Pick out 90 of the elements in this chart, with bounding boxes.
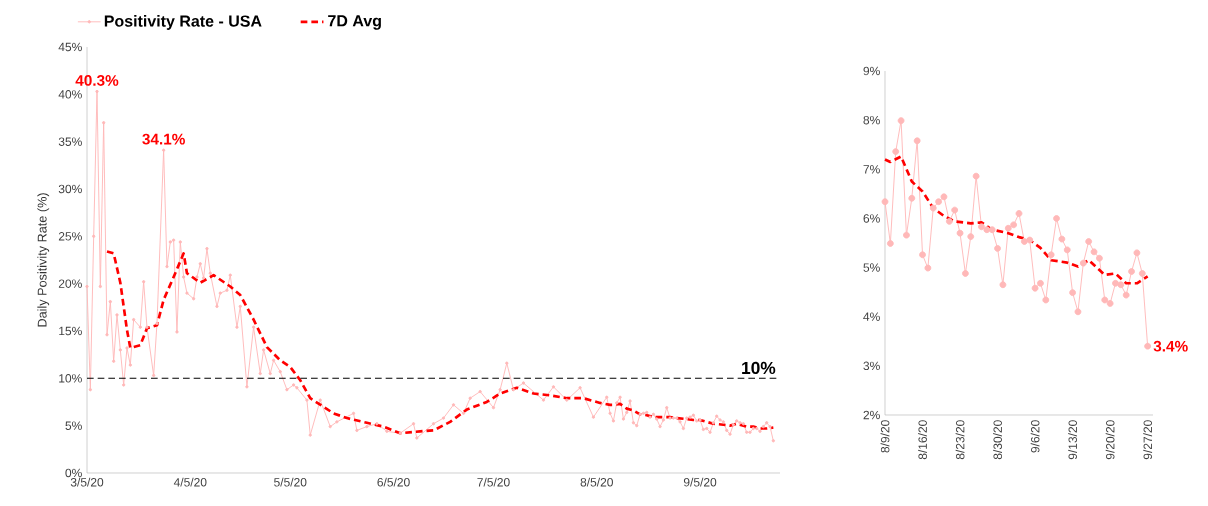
point (1106, 300, 1114, 307)
point (1090, 248, 1098, 256)
ref-line-label: 10% (742, 361, 776, 375)
point (1010, 221, 1018, 229)
point (988, 226, 996, 234)
y-tick-label: 5% (863, 263, 880, 272)
x-tick-label: 9/13/20 (1068, 420, 1078, 460)
point (1063, 246, 1071, 254)
point (1122, 291, 1130, 299)
point (1037, 279, 1044, 287)
x-tick-label: 5/5/20 (274, 477, 307, 487)
y-tick-label: 35% (58, 137, 82, 146)
x-tick-label: 4/5/20 (173, 477, 207, 487)
x-tick-label: 3/5/20 (70, 477, 104, 487)
point (972, 172, 980, 180)
point (935, 198, 942, 206)
y-tick-label: 40% (58, 90, 82, 99)
point (1031, 284, 1039, 292)
annotation: 3.4% (1153, 340, 1188, 352)
point (908, 194, 916, 202)
point (886, 240, 894, 247)
y-tick-label: 4% (863, 312, 880, 321)
y-tick-label: 9% (863, 66, 880, 76)
point (1015, 210, 1023, 217)
point (913, 137, 921, 145)
point (956, 229, 964, 237)
point (1042, 296, 1050, 304)
legend-label: 7D Avg (328, 15, 381, 30)
point (967, 233, 975, 241)
x-tick-label: 9/6/20 (1030, 420, 1040, 453)
x-tick-label: 8/23/20 (955, 420, 965, 460)
point (881, 198, 889, 206)
point (945, 217, 953, 225)
y-tick-label: 20% (58, 279, 82, 288)
y-tick-label: 2% (863, 410, 880, 420)
x-tick-label: 9/5/20 (683, 477, 717, 487)
y-tick-label: 6% (863, 214, 880, 223)
point (961, 270, 969, 277)
point (1053, 215, 1060, 222)
point (892, 148, 900, 155)
point (994, 245, 1001, 252)
point (983, 226, 991, 234)
y-tick-label: 25% (58, 232, 82, 241)
point (1128, 268, 1135, 275)
point (1138, 270, 1146, 277)
point (978, 223, 985, 231)
point (1026, 236, 1034, 244)
point (1101, 296, 1109, 304)
point (1047, 251, 1055, 259)
legend-label: Positivity Rate - USA (104, 15, 262, 30)
annotation: 40.3% (75, 75, 119, 86)
x-tick-label: 6/5/20 (377, 477, 410, 487)
point (1020, 238, 1028, 245)
x-tick-label: 7/5/20 (477, 477, 510, 487)
y-tick-label: 8% (863, 115, 880, 125)
y-tick-label: 7% (863, 165, 880, 174)
point (1074, 308, 1082, 316)
point (924, 264, 932, 272)
point (1085, 238, 1093, 245)
y-tick-label: 45% (58, 42, 82, 52)
annotation: 34.1% (142, 133, 185, 145)
point (1112, 279, 1119, 287)
point (1079, 259, 1087, 267)
x-tick-label: 8/30/20 (993, 420, 1002, 460)
y-tick-label: 15% (59, 326, 82, 336)
point (903, 231, 910, 239)
point (1133, 249, 1141, 257)
x-tick-label: 8/9/20 (880, 420, 890, 453)
x-tick-label: 8/16/20 (918, 420, 927, 460)
x-tick-label: 9/27/20 (1143, 420, 1153, 460)
y-tick-label: 3% (863, 361, 880, 371)
point (1058, 235, 1066, 243)
point (951, 206, 959, 214)
point (897, 117, 905, 125)
point (1004, 224, 1012, 232)
x-tick-label: 8/5/20 (580, 477, 613, 487)
point (1144, 342, 1152, 350)
y-tick-label: 5% (65, 421, 82, 430)
point (1069, 289, 1076, 297)
point (940, 193, 948, 201)
y-tick-label: 10% (59, 374, 82, 383)
y-tick-label: 0% (65, 468, 82, 478)
point (919, 251, 926, 259)
point (999, 281, 1007, 289)
point (1095, 254, 1103, 262)
point (929, 204, 937, 212)
y-tick-label: 30% (58, 184, 82, 194)
x-tick-label: 9/20/20 (1105, 420, 1115, 460)
point (1117, 281, 1125, 289)
y-axis-title: Daily Positivity Rate (%) (37, 193, 50, 327)
